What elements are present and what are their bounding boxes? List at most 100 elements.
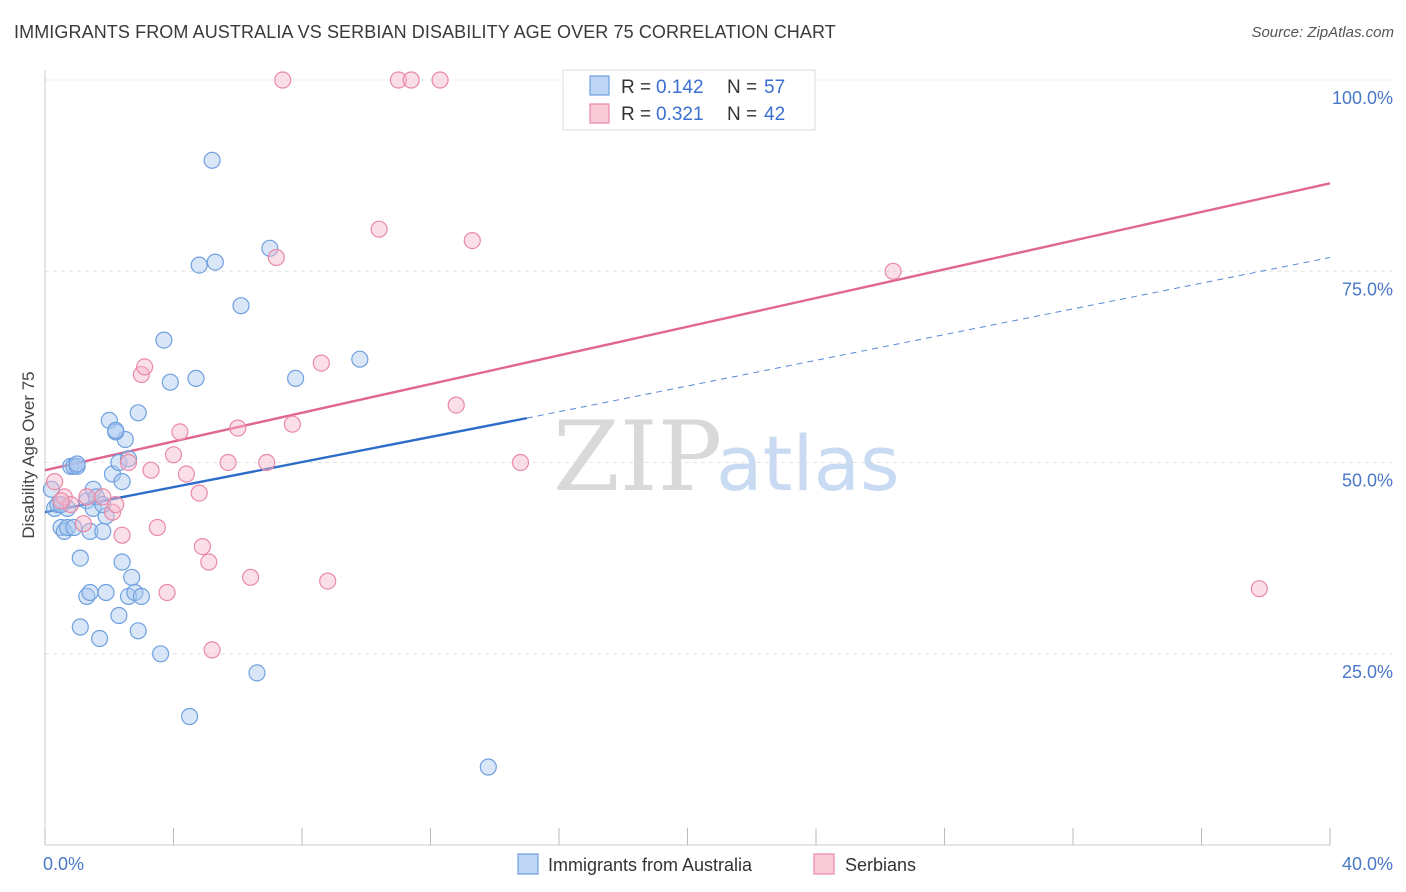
y-tick-label: 100.0% [1332, 88, 1393, 108]
point-serbians [319, 572, 337, 590]
point-australia [65, 518, 83, 537]
point-serbians [219, 453, 237, 472]
trend-line-australia [44, 416, 528, 514]
point-australia [123, 568, 141, 586]
point-serbians [1250, 580, 1268, 598]
x-axis-ticks [44, 828, 1331, 845]
legend-n-label-australia: N = [727, 77, 757, 98]
legend-n-value-australia: 57 [764, 77, 785, 98]
point-serbians [52, 492, 70, 510]
series-legend: Immigrants from Australia Serbians [517, 853, 916, 875]
y-tick-label: 25.0% [1342, 662, 1393, 682]
point-australia [203, 151, 221, 169]
point-serbians [136, 358, 154, 376]
point-serbians [884, 262, 902, 280]
point-australia [71, 618, 89, 636]
legend-r-value-australia: 0.142 [656, 77, 704, 98]
point-serbians [203, 641, 221, 659]
point-serbians [242, 568, 260, 586]
point-serbians [171, 423, 189, 441]
point-australia [187, 369, 205, 387]
point-australia [181, 707, 199, 726]
point-australia [113, 473, 131, 491]
point-serbians [45, 473, 64, 491]
y-tick-label: 75.0% [1342, 279, 1393, 299]
point-australia [58, 518, 77, 537]
legend-r-label-serbians: R = [621, 104, 651, 125]
point-australia [351, 350, 369, 368]
point-serbians [389, 71, 407, 89]
point-serbians [74, 515, 93, 533]
point-serbians [402, 71, 420, 89]
stats-legend: R = 0.142 N = 57 R = 0.321 N = 42 [562, 69, 816, 131]
point-serbians [62, 496, 80, 514]
point-serbians [200, 553, 218, 571]
point-serbians [164, 446, 183, 464]
point-serbians [258, 453, 276, 472]
trend-line-australia-extension [526, 256, 1331, 419]
point-australia [261, 239, 279, 257]
point-serbians [370, 220, 388, 238]
bottom-legend-swatch-australia [517, 853, 539, 875]
point-australia [113, 553, 131, 571]
legend-swatch-australia [589, 75, 610, 96]
point-australia [129, 622, 147, 640]
y-tick-label: 50.0% [1342, 471, 1393, 491]
data-points [42, 71, 1268, 776]
trend-lines [44, 182, 1331, 514]
y-tick-labels: 25.0% 50.0% 75.0% 100.0% [1332, 88, 1393, 682]
point-australia [90, 629, 109, 648]
legend-n-value-serbians: 42 [764, 104, 785, 125]
bottom-legend-swatch-serbians [813, 853, 835, 875]
legend-r-label-australia: R = [621, 77, 651, 98]
point-serbians [283, 415, 301, 433]
point-serbians [267, 248, 285, 267]
point-serbians [148, 518, 166, 537]
point-australia [97, 583, 115, 602]
point-australia [132, 587, 150, 606]
point-serbians [431, 71, 449, 89]
point-australia [107, 421, 125, 439]
point-serbians [312, 354, 330, 372]
point-serbians [511, 453, 530, 472]
point-australia [155, 331, 173, 349]
y-axis-title: Disability Age Over 75 [19, 371, 38, 538]
point-serbians [193, 537, 211, 556]
point-serbians [158, 583, 176, 602]
point-australia [232, 297, 250, 315]
point-australia [81, 583, 99, 602]
watermark-atlas: atlas [716, 419, 900, 508]
point-australia [206, 253, 224, 271]
gridlines [45, 79, 1392, 655]
legend-n-label-serbians: N = [727, 104, 757, 125]
point-serbians [229, 419, 247, 437]
point-serbians [463, 232, 481, 250]
point-serbians [274, 71, 292, 89]
legend-r-value-serbians: 0.321 [656, 104, 704, 125]
point-australia [71, 549, 89, 567]
point-serbians [447, 396, 465, 414]
bottom-legend-label-australia: Immigrants from Australia [548, 855, 753, 875]
point-australia [161, 373, 179, 391]
point-australia [119, 450, 138, 468]
point-australia [479, 758, 497, 776]
point-australia [68, 455, 86, 473]
point-australia [190, 256, 208, 274]
point-australia [110, 453, 128, 472]
chart-title: IMMIGRANTS FROM AUSTRALIA VS SERBIAN DIS… [14, 22, 836, 42]
point-serbians [78, 488, 96, 506]
point-australia [94, 522, 112, 541]
point-serbians [190, 484, 208, 502]
point-serbians [177, 465, 195, 483]
bottom-legend-label-serbians: Serbians [845, 855, 916, 875]
point-serbians [119, 453, 138, 472]
x-tick-label-max: 40.0% [1342, 854, 1393, 874]
trend-line-serbians [44, 182, 1331, 472]
watermark-zip: ZIP [553, 401, 722, 513]
point-serbians [113, 526, 131, 544]
point-australia [287, 369, 305, 387]
legend-swatch-serbians [589, 103, 610, 124]
x-tick-label-min: 0.0% [43, 854, 84, 874]
point-australia [110, 606, 128, 625]
point-serbians [107, 496, 125, 514]
